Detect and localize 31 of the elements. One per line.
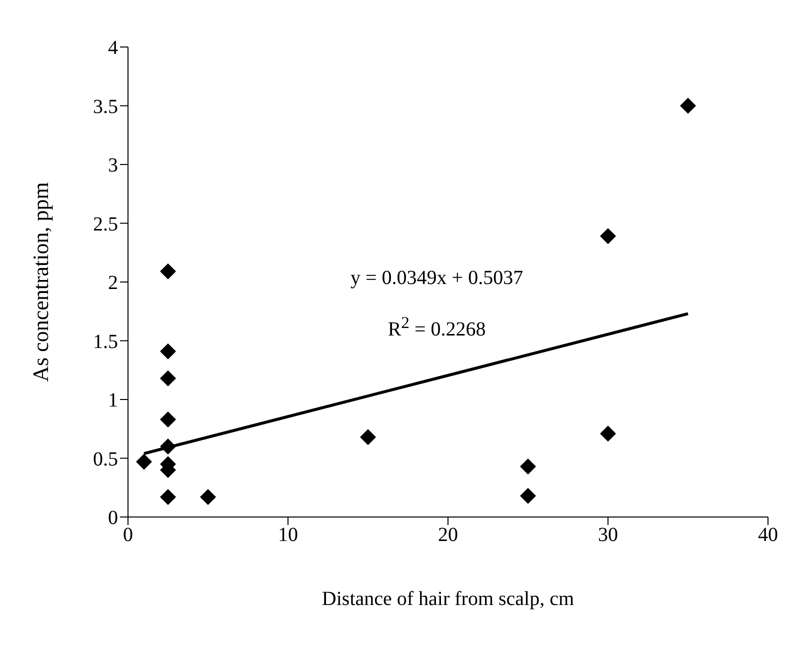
y-tick-label: 2.5 bbox=[93, 213, 118, 236]
point bbox=[520, 458, 536, 474]
x-tick-label: 20 bbox=[438, 524, 458, 546]
y-tick-label: 4 bbox=[108, 37, 118, 60]
annotation: R$^{2}$ = 0.2268 bbox=[388, 313, 486, 342]
y-tick-label: 3.5 bbox=[93, 96, 118, 118]
x-tick-label: 0 bbox=[123, 524, 133, 546]
y-tick-label: 1.5 bbox=[93, 330, 118, 353]
point bbox=[600, 426, 616, 442]
point bbox=[520, 488, 536, 504]
point bbox=[160, 263, 176, 280]
point bbox=[160, 411, 176, 428]
point bbox=[136, 454, 152, 470]
point bbox=[600, 228, 616, 244]
point bbox=[160, 343, 176, 360]
x-tick-label: 40 bbox=[758, 524, 778, 546]
point bbox=[160, 489, 176, 506]
y-tick-label: 0.5 bbox=[93, 448, 118, 470]
point bbox=[160, 370, 176, 386]
y-axis-title: As concentration, ppm bbox=[28, 182, 53, 382]
x-tick-label: 10 bbox=[278, 524, 298, 546]
x-tick-label: 30 bbox=[598, 524, 618, 546]
point bbox=[680, 98, 696, 114]
y-tick-label: 1 bbox=[108, 390, 118, 412]
annotation: y = 0.0349x + 0.5037 bbox=[350, 266, 524, 290]
y-tick-label: 3 bbox=[108, 154, 118, 177]
y-tick-label: 0 bbox=[108, 507, 118, 530]
y-tick-label: 2 bbox=[108, 272, 118, 294]
point bbox=[360, 429, 376, 446]
point bbox=[200, 489, 216, 506]
x-axis-title: Distance of hair from scalp, cm bbox=[322, 588, 574, 610]
